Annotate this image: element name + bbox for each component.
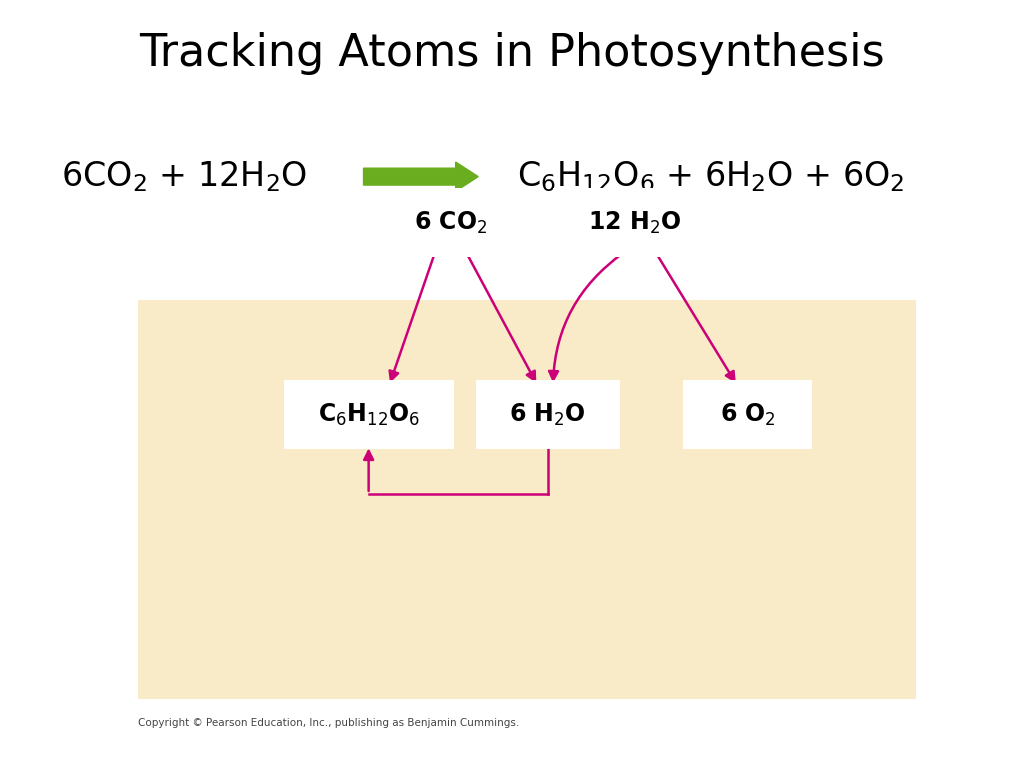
FancyBboxPatch shape [376,188,525,257]
FancyBboxPatch shape [284,380,454,449]
FancyBboxPatch shape [553,188,717,257]
Text: 12 H$_2$O: 12 H$_2$O [588,210,682,236]
Text: Tracking Atoms in Photosynthesis: Tracking Atoms in Photosynthesis [139,32,885,75]
Text: C$_6$H$_{12}$O$_6$ + 6H$_2$O + 6O$_2$: C$_6$H$_{12}$O$_6$ + 6H$_2$O + 6O$_2$ [517,159,904,194]
Text: 6 O$_2$: 6 O$_2$ [720,402,775,428]
Text: Copyright © Pearson Education, Inc., publishing as Benjamin Cummings.: Copyright © Pearson Education, Inc., pub… [138,718,519,728]
FancyArrow shape [364,162,478,191]
Text: 6 CO$_2$: 6 CO$_2$ [414,210,487,236]
FancyBboxPatch shape [138,300,916,699]
Text: 6CO$_2$ + 12H$_2$O: 6CO$_2$ + 12H$_2$O [61,159,307,194]
FancyBboxPatch shape [683,380,812,449]
Text: C$_6$H$_{12}$O$_6$: C$_6$H$_{12}$O$_6$ [317,402,420,428]
FancyBboxPatch shape [476,380,620,449]
Text: 6 H$_2$O: 6 H$_2$O [510,402,586,428]
